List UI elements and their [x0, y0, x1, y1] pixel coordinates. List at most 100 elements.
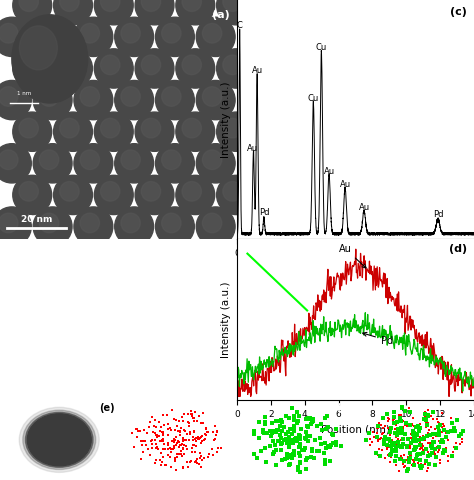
Point [405, 458, 412, 466]
Point [412, 436, 420, 444]
Circle shape [124, 296, 184, 336]
Circle shape [118, 299, 142, 314]
Point [320, 450, 328, 457]
Point [410, 435, 417, 443]
Text: Cu: Cu [308, 94, 319, 102]
Point [296, 468, 304, 476]
Point [423, 421, 431, 429]
Point [407, 455, 414, 462]
Point [452, 439, 460, 447]
Point [399, 455, 406, 462]
Circle shape [83, 316, 178, 381]
Point [160, 435, 167, 443]
Point [189, 411, 196, 419]
Point [400, 456, 408, 464]
Point [201, 431, 209, 438]
Point [304, 414, 311, 422]
Point [273, 461, 280, 469]
Point [277, 446, 285, 454]
Point [408, 421, 416, 429]
Point [300, 446, 308, 454]
Point [302, 456, 310, 464]
Point [197, 452, 205, 460]
Point [146, 423, 153, 431]
Circle shape [82, 303, 155, 352]
Point [157, 437, 164, 445]
Point [391, 429, 398, 436]
Point [166, 424, 174, 432]
Point [424, 440, 431, 447]
Point [151, 436, 158, 444]
Point [204, 428, 212, 436]
Point [194, 435, 201, 443]
Circle shape [33, 207, 72, 247]
Point [443, 434, 450, 442]
Circle shape [39, 327, 112, 376]
Circle shape [182, 0, 201, 12]
Point [407, 439, 414, 446]
Point [147, 437, 155, 445]
Point [254, 454, 261, 462]
Point [187, 457, 195, 465]
Point [405, 405, 413, 412]
Point [388, 436, 395, 444]
Point [178, 453, 186, 460]
Point [397, 417, 405, 425]
Point [392, 418, 400, 425]
Point [178, 413, 186, 421]
Point [374, 452, 382, 459]
Point [181, 427, 188, 434]
Point [139, 437, 146, 445]
Circle shape [74, 18, 113, 58]
Circle shape [54, 0, 92, 26]
Circle shape [100, 0, 120, 12]
Point [262, 413, 269, 421]
Point [407, 434, 415, 442]
Point [400, 451, 408, 459]
Text: 20 nm: 20 nm [21, 215, 53, 224]
Point [270, 448, 278, 456]
Circle shape [100, 56, 120, 75]
Point [404, 456, 412, 463]
Point [416, 450, 424, 458]
Point [424, 464, 431, 471]
Point [286, 460, 294, 468]
Point [405, 466, 412, 473]
Point [327, 441, 335, 449]
Circle shape [116, 297, 145, 316]
Point [185, 420, 192, 427]
Point [387, 440, 394, 448]
Point [164, 439, 172, 446]
Point [269, 437, 276, 445]
Point [394, 428, 402, 435]
Point [192, 443, 200, 450]
Circle shape [74, 144, 113, 183]
Point [296, 459, 304, 467]
Point [143, 429, 151, 437]
Point [184, 410, 192, 418]
Point [411, 435, 419, 443]
Point [399, 417, 407, 425]
Point [368, 439, 376, 446]
Point [198, 419, 205, 427]
Circle shape [54, 50, 92, 89]
Point [191, 458, 199, 466]
Point [293, 420, 301, 427]
Circle shape [162, 151, 181, 170]
Point [451, 426, 458, 433]
Point [255, 434, 263, 442]
Point [414, 450, 422, 457]
Point [209, 429, 217, 436]
Point [169, 445, 177, 453]
Circle shape [19, 119, 38, 139]
Circle shape [43, 273, 123, 327]
Point [425, 448, 432, 456]
Point [424, 412, 432, 420]
Point [278, 456, 286, 464]
Ellipse shape [27, 414, 91, 466]
Point [261, 420, 268, 428]
Point [436, 421, 443, 429]
Point [273, 418, 280, 425]
Point [190, 441, 198, 449]
Point [409, 429, 416, 436]
